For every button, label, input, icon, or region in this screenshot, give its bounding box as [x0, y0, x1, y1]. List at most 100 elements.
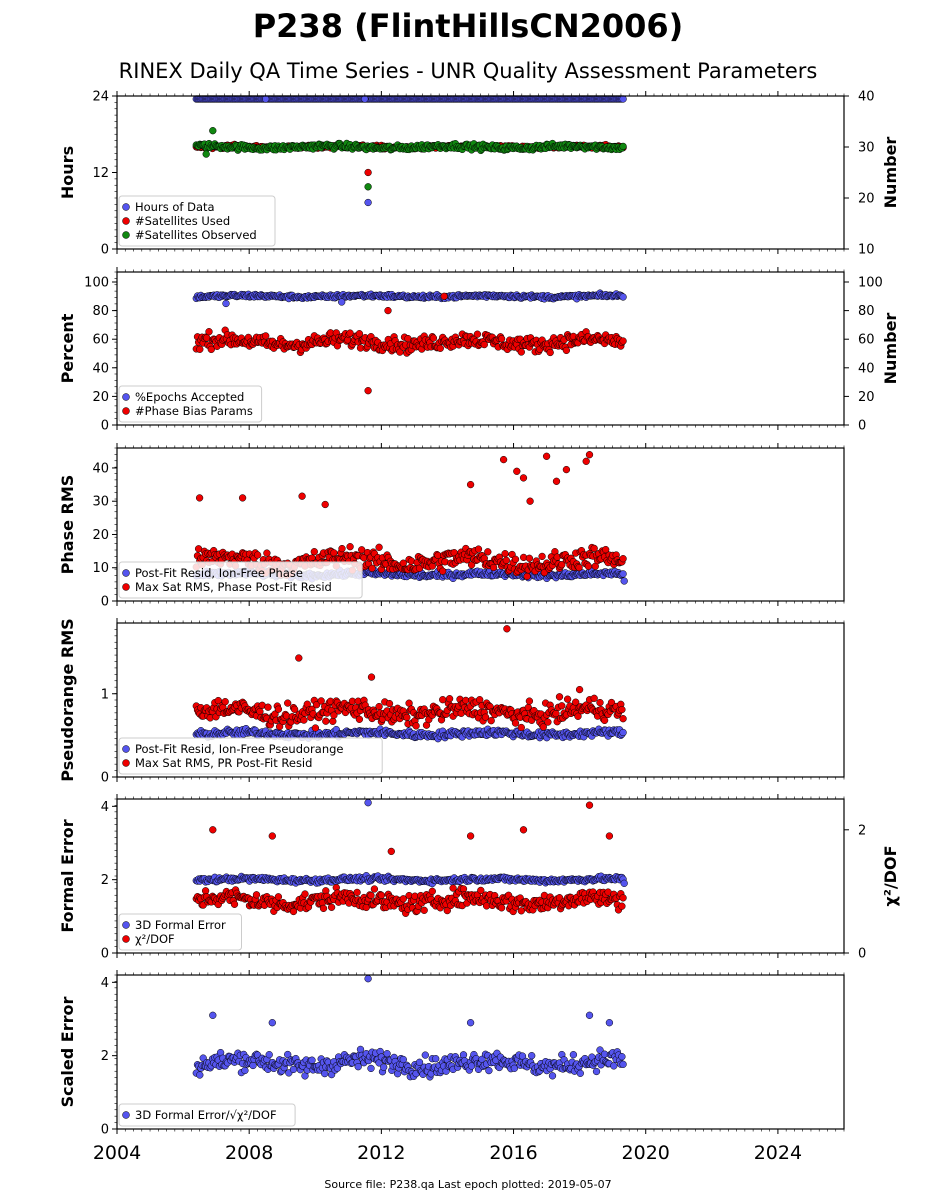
data-point	[201, 887, 210, 895]
data-point	[327, 903, 336, 911]
y-tick-label: 80	[92, 304, 109, 319]
data-point	[256, 707, 264, 716]
data-point	[375, 543, 383, 551]
legend-marker	[122, 759, 130, 767]
y-tick-label: 60	[92, 333, 109, 348]
data-point	[585, 451, 594, 459]
data-point	[361, 95, 369, 103]
panel-pseudorange: 0 1 Pseudorange RMS Post-Fit Resid, Ion-Fre…	[58, 618, 845, 786]
data-point	[253, 551, 262, 559]
legend-label: Hours of Data	[135, 200, 215, 214]
data-point	[300, 716, 308, 724]
data-point	[575, 563, 583, 572]
y-tick-label: 20	[92, 528, 109, 543]
data-point	[563, 695, 572, 703]
y-tick-label: 40	[92, 461, 109, 476]
data-point	[209, 127, 217, 135]
data-point	[562, 465, 571, 474]
y2-tick-label: 0	[858, 419, 866, 434]
data-point	[497, 904, 506, 912]
points-pseudorange	[192, 625, 627, 743]
data-point	[196, 345, 204, 353]
data-point	[338, 298, 346, 306]
data-point	[619, 715, 627, 723]
data-point	[428, 887, 436, 895]
data-point	[619, 142, 627, 151]
data-point	[440, 292, 448, 300]
panel-phase: 0 10 20 30 40 Phase RMS Post-Fit Resid, Ion-Fr…	[58, 443, 845, 610]
data-point	[274, 893, 283, 901]
figure-subtitle: RINEX Daily QA Time Series - UNR Quality…	[119, 59, 818, 83]
data-point	[484, 548, 492, 556]
data-point	[364, 387, 372, 395]
data-point	[370, 885, 379, 893]
data-point	[513, 467, 521, 475]
data-point	[264, 703, 272, 711]
data-point	[473, 330, 482, 338]
y-tick-label: 0	[101, 771, 109, 786]
legend-label: Max Sat RMS, Phase Post-Fit Resid	[135, 580, 332, 594]
y2-tick-label: 80	[858, 304, 875, 319]
y-axis-label: Percent	[58, 313, 77, 383]
data-point	[525, 554, 534, 562]
data-point	[474, 545, 483, 553]
data-point	[619, 337, 627, 345]
data-point	[364, 168, 372, 177]
data-point	[582, 457, 590, 465]
data-point	[364, 799, 372, 807]
data-point	[195, 494, 204, 502]
legend-marker	[122, 231, 130, 239]
data-point	[353, 888, 361, 897]
y2-axis-label: Number	[881, 313, 900, 385]
data-point	[301, 890, 309, 898]
data-point	[525, 697, 534, 705]
data-point	[355, 330, 364, 338]
data-point	[429, 334, 438, 342]
legend-hours: Hours of Data#Satellites Used#Satellites…	[118, 195, 276, 247]
data-point	[562, 346, 571, 355]
data-point	[295, 654, 303, 662]
data-point	[284, 699, 292, 707]
data-point	[517, 723, 525, 732]
legend-percent: %Epochs Accepted#Phase Bias Params	[118, 385, 263, 423]
data-point	[466, 480, 475, 489]
data-point	[202, 150, 210, 158]
y-axis-label: Phase RMS	[58, 475, 77, 575]
data-point	[538, 552, 546, 561]
data-point	[489, 563, 498, 572]
y-axis-label: Pseudorange RMS	[58, 618, 77, 781]
y-tick-label: 0	[101, 419, 109, 434]
data-point	[262, 332, 270, 340]
y-axis-label: Hours	[58, 146, 77, 199]
data-point	[558, 702, 566, 710]
data-point	[546, 348, 554, 357]
y-tick-label: 0	[101, 595, 109, 610]
data-point	[619, 293, 627, 301]
legend-label: Post-Fit Resid, Ion-Free Pseudorange	[135, 742, 343, 756]
legend-marker	[122, 569, 130, 577]
legend-marker	[122, 217, 130, 225]
data-point	[575, 685, 584, 694]
y-tick-label: 40	[92, 361, 109, 376]
data-point	[222, 299, 230, 308]
legend-label: #Satellites Used	[135, 214, 230, 228]
data-point	[544, 718, 552, 726]
legend-label: %Epochs Accepted	[135, 390, 244, 404]
y-tick-label: 24	[92, 90, 109, 105]
legend-label: Max Sat RMS, PR Post-Fit Resid	[135, 756, 312, 770]
data-point	[596, 698, 604, 707]
data-point	[311, 724, 320, 732]
data-point	[412, 722, 420, 730]
data-point	[619, 570, 627, 578]
legend-marker	[122, 203, 130, 211]
data-point	[487, 717, 495, 725]
data-point	[364, 183, 372, 191]
data-point	[252, 891, 261, 899]
data-point	[526, 497, 534, 505]
y-tick-label: 1	[101, 687, 109, 702]
data-point	[330, 549, 338, 557]
data-point	[619, 95, 627, 103]
